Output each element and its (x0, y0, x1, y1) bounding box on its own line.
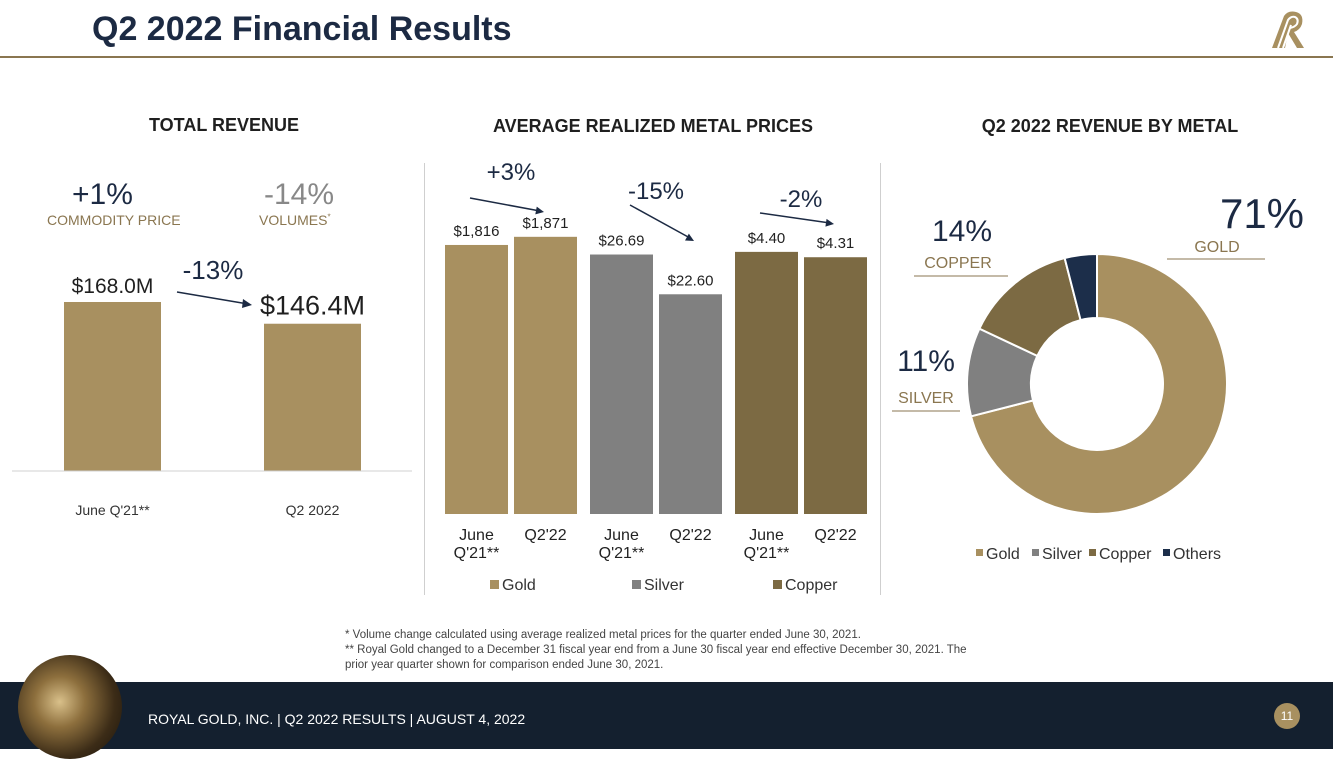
legend-label: Gold (986, 546, 1020, 563)
metal-prices-chart: $1,816JuneQ'21**$1,871Q2'22$26.69JuneQ'2… (445, 160, 867, 594)
footer-bar (0, 682, 1333, 749)
price-value-label: $1,871 (523, 215, 569, 232)
legend-swatch (490, 580, 499, 589)
legend-swatch (1163, 549, 1170, 556)
footnotes: * Volume change calculated using average… (345, 628, 985, 673)
price-value-label: $26.69 (599, 233, 645, 250)
total-revenue-title: TOTAL REVENUE (148, 115, 300, 135)
price-category-label: Q'21** (744, 545, 790, 562)
legend-label: Gold (502, 577, 536, 594)
price-value-label: $4.31 (817, 235, 855, 252)
revenue-by-metal-title: Q2 2022 REVENUE BY METAL (981, 116, 1239, 136)
footer-text: ROYAL GOLD, INC. | Q2 2022 RESULTS | AUG… (148, 711, 526, 727)
price-category-label: June (749, 527, 784, 544)
price-value-label: $22.60 (668, 272, 714, 289)
copper-label: COPPER (924, 255, 992, 272)
volume-label: VOLUMES* (259, 212, 331, 228)
legend-swatch (976, 549, 983, 556)
page-title: Q2 2022 Financial Results (92, 10, 512, 48)
gold-label: GOLD (1194, 239, 1239, 256)
volume-change: -14% (264, 178, 335, 211)
arrow-head (825, 218, 834, 227)
legend-label: Copper (1099, 546, 1152, 563)
footnote: prior year quarter shown for comparison … (345, 659, 664, 671)
title-rule (0, 56, 1333, 58)
revenue-value-label: $168.0M (72, 275, 154, 298)
copper-pct: 14% (932, 215, 992, 248)
price-bar (735, 251, 798, 514)
price-category-label: June (459, 527, 494, 544)
price-category-label: Q2'22 (669, 527, 711, 544)
metal-prices-title: AVERAGE REALIZED METAL PRICES (492, 116, 814, 136)
revenue-category-label: Q2 2022 (286, 502, 340, 518)
price-value-label: $4.40 (748, 230, 786, 247)
price-category-label: Q'21** (599, 545, 645, 562)
price-bar (590, 254, 653, 514)
price-change-arrow (629, 204, 691, 239)
gold-pct: 71% (1220, 190, 1304, 237)
legend-label: Copper (785, 577, 838, 594)
price-value-label: $1,816 (454, 223, 500, 240)
royal-gold-logo-icon (1272, 11, 1304, 49)
revenue-category-label: June Q'21** (75, 502, 150, 518)
section-divider (880, 163, 881, 595)
price-bar (445, 244, 508, 514)
revenue-bar (64, 302, 161, 471)
legend-swatch (632, 580, 641, 589)
price-change-label: +3% (487, 160, 536, 186)
price-category-label: Q2'22 (524, 527, 566, 544)
footnote: * Volume change calculated using average… (345, 629, 861, 641)
arrow-head (685, 233, 694, 241)
legend-swatch (1089, 549, 1096, 556)
commodity-label: COMMODITY PRICE (47, 212, 181, 228)
price-category-label: June (604, 527, 639, 544)
legend-swatch (773, 580, 782, 589)
legend-label: Silver (644, 577, 685, 594)
logo (1268, 8, 1312, 50)
revenue-value-label: $146.4M (260, 291, 365, 321)
silver-pct: 11% (897, 345, 955, 378)
arrow-head (535, 206, 544, 215)
total-revenue-chart: -13% $168.0M June Q'21** $146.4M Q2 2022 (12, 255, 412, 518)
overall-change-label: -13% (183, 255, 244, 285)
arrow-head (242, 299, 252, 308)
revenue-bar (264, 323, 361, 471)
price-bar (659, 294, 722, 514)
price-change-label: -15% (628, 178, 684, 205)
change-arrow (176, 291, 249, 305)
price-change-label: -2% (780, 186, 823, 213)
legend-label: Silver (1042, 546, 1083, 563)
price-bar (514, 236, 577, 514)
page-number: 11 (1274, 703, 1300, 729)
price-change-arrow (469, 197, 541, 212)
price-bar (804, 257, 867, 514)
price-change-arrow (759, 212, 831, 224)
legend-swatch (1032, 549, 1039, 556)
legend-label: Others (1173, 546, 1221, 563)
price-category-label: Q'21** (454, 545, 500, 562)
revenue-by-metal-chart: 71% GOLD 14% COPPER 11% SILVER Gold Silve… (892, 190, 1304, 563)
donut-slice (969, 252, 1228, 515)
footnote: ** Royal Gold changed to a December 31 f… (345, 644, 967, 656)
price-category-label: Q2'22 (814, 527, 856, 544)
gold-bars-image (18, 655, 122, 759)
donut-slice (1063, 252, 1098, 322)
commodity-change: +1% (72, 178, 133, 211)
silver-label: SILVER (898, 390, 954, 407)
section-divider (424, 163, 425, 595)
